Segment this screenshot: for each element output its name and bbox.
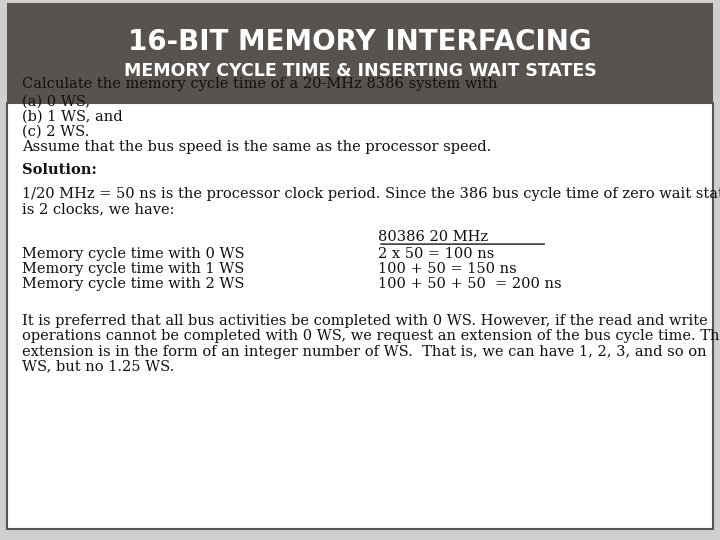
Text: MEMORY CYCLE TIME & INSERTING WAIT STATES: MEMORY CYCLE TIME & INSERTING WAIT STATE…: [124, 62, 596, 80]
Text: operations cannot be completed with 0 WS, we request an extension of the bus cyc: operations cannot be completed with 0 WS…: [22, 329, 720, 343]
Text: 100 + 50 + 50  = 200 ns: 100 + 50 + 50 = 200 ns: [378, 277, 562, 291]
Text: Calculate the memory cycle time of a 20-MHz 8386 system with: Calculate the memory cycle time of a 20-…: [22, 77, 497, 91]
Text: 1/20 MHz = 50 ns is the processor clock period. Since the 386 bus cycle time of : 1/20 MHz = 50 ns is the processor clock …: [22, 187, 720, 201]
Text: 80386 20 MHz: 80386 20 MHz: [378, 230, 488, 244]
Text: (b) 1 WS, and: (b) 1 WS, and: [22, 110, 122, 124]
Text: 100 + 50 = 150 ns: 100 + 50 = 150 ns: [378, 262, 517, 276]
Text: Memory cycle time with 2 WS: Memory cycle time with 2 WS: [22, 277, 244, 291]
FancyBboxPatch shape: [7, 103, 713, 529]
Text: Assume that the bus speed is the same as the processor speed.: Assume that the bus speed is the same as…: [22, 140, 491, 154]
Text: Memory cycle time with 1 WS: Memory cycle time with 1 WS: [22, 262, 244, 276]
Text: Memory cycle time with 0 WS: Memory cycle time with 0 WS: [22, 247, 244, 261]
Text: WS, but no 1.25 WS.: WS, but no 1.25 WS.: [22, 360, 174, 374]
Text: Solution:: Solution:: [22, 163, 96, 177]
Text: (c) 2 WS.: (c) 2 WS.: [22, 125, 89, 139]
Text: is 2 clocks, we have:: is 2 clocks, we have:: [22, 202, 174, 217]
Text: It is preferred that all bus activities be completed with 0 WS. However, if the : It is preferred that all bus activities …: [22, 314, 707, 328]
FancyBboxPatch shape: [7, 3, 713, 103]
Text: 16-BIT MEMORY INTERFACING: 16-BIT MEMORY INTERFACING: [128, 28, 592, 56]
Text: 2 x 50 = 100 ns: 2 x 50 = 100 ns: [378, 247, 495, 261]
Text: extension is in the form of an integer number of WS.  That is, we can have 1, 2,: extension is in the form of an integer n…: [22, 345, 706, 359]
Text: (a) 0 WS,: (a) 0 WS,: [22, 94, 90, 109]
